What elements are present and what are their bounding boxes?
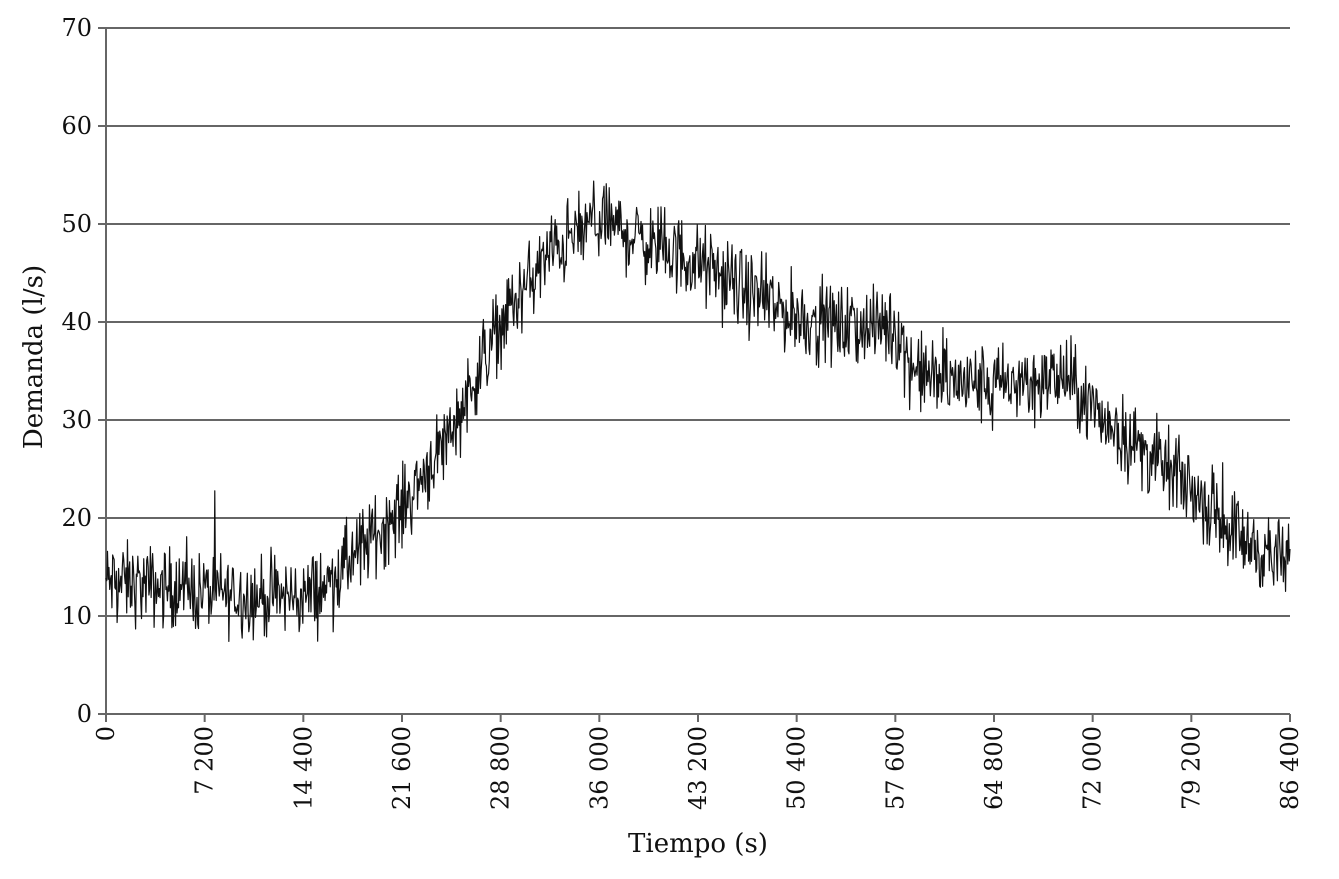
x-axis-title: Tiempo (s) [628,829,768,859]
series-group [105,180,1291,642]
y-tick-label: 0 [77,700,92,728]
x-tick-label: 72 000 [1079,726,1107,810]
y-tick-label: 20 [61,504,92,532]
x-tick-label: 7 200 [191,726,219,795]
x-tick-label: 50 400 [783,726,811,810]
y-tick-labels: 0 10 20 30 40 50 60 70 [61,14,106,728]
gridlines [106,27,1290,617]
x-tick-label: 28 800 [487,726,515,810]
x-tick-label: 86 400 [1276,726,1304,810]
x-tick-label: 43 200 [684,726,712,810]
x-tick-label: 57 600 [881,726,909,810]
series-line-0 [105,180,1291,642]
y-tick-label: 60 [61,112,92,140]
x-tick-labels: 0 7 200 14 400 21 600 28 800 36 000 43 200 50 4… [92,714,1304,810]
y-tick-label: 10 [61,602,92,630]
x-tick-label: 79 200 [1177,726,1205,810]
y-axis-title: Demanda (l/s) [19,265,49,449]
axes [105,28,1290,715]
y-tick-label: 70 [61,14,92,42]
x-tick-label: 21 600 [388,726,416,810]
x-tick-label: 64 800 [980,726,1008,810]
y-tick-label: 50 [61,210,92,238]
x-tick-label: 36 000 [585,726,613,810]
x-tick-label: 0 [92,726,120,741]
x-tick-label: 14 400 [289,726,317,810]
y-tick-label: 40 [61,308,92,336]
y-tick-label: 30 [61,406,92,434]
